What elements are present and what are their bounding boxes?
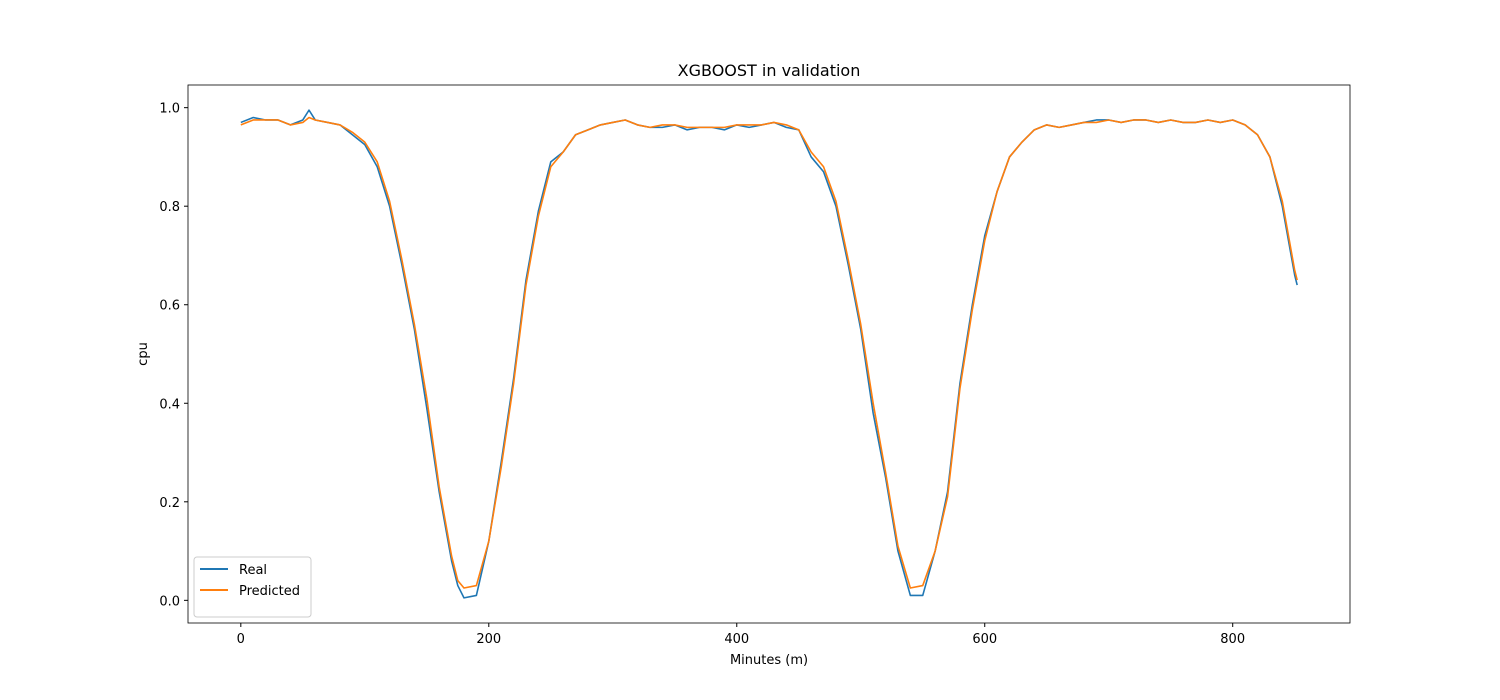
y-tick-label: 0.4 — [159, 397, 180, 412]
line-series — [240, 116, 1298, 589]
y-tick-label: 0.2 — [159, 496, 180, 511]
chart-title: XGBOOST in validation — [678, 61, 861, 80]
y-tick-label: 0.8 — [159, 200, 180, 215]
y-tick-label: 0.0 — [159, 594, 180, 609]
legend-box — [193, 556, 312, 618]
x-tick-label: 600 — [972, 632, 997, 647]
x-tick-label: 400 — [724, 632, 749, 647]
plot-frame — [187, 84, 1351, 624]
x-axis-label: Minutes (m) — [730, 653, 808, 668]
y-tick-label: 0.6 — [159, 299, 180, 314]
legend-label: Real — [239, 563, 267, 578]
legend-label: Predicted — [239, 584, 300, 599]
y-tick-label: 1.0 — [159, 102, 180, 117]
x-tick-label: 200 — [476, 632, 501, 647]
x-tick-label: 0 — [237, 632, 245, 647]
y-axis-label: cpu — [136, 342, 151, 366]
x-tick-label: 800 — [1220, 632, 1245, 647]
